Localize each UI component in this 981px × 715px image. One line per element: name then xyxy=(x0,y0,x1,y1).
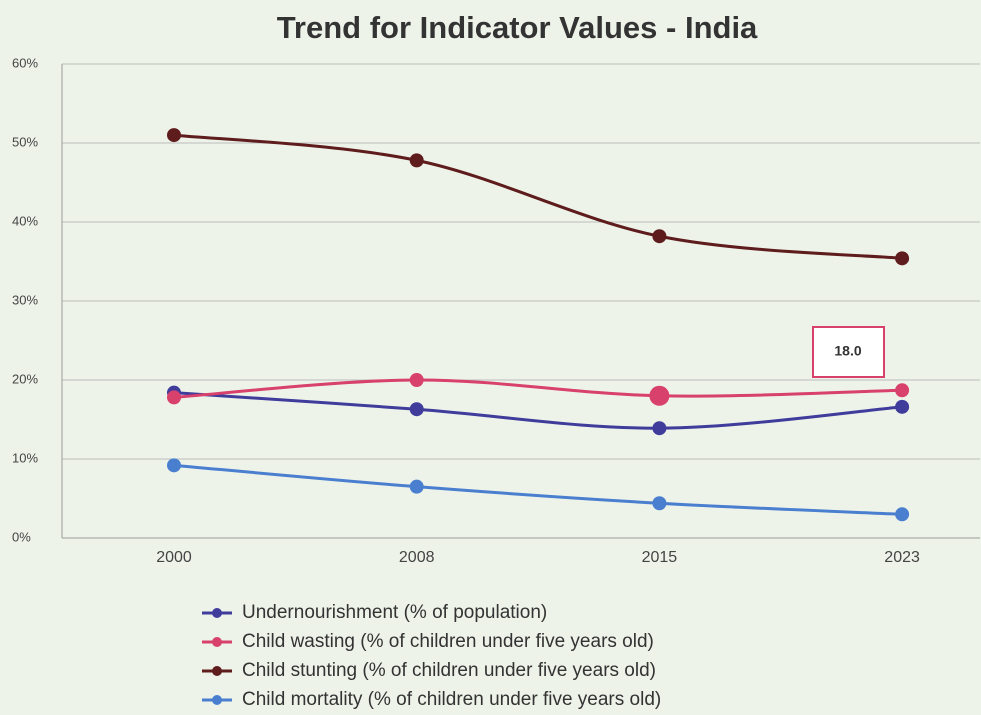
data-point xyxy=(409,402,424,417)
y-tick-label: 30% xyxy=(12,292,38,307)
data-point xyxy=(167,458,181,473)
data-point xyxy=(167,128,181,143)
y-tick-label: 60% xyxy=(12,55,38,70)
data-point xyxy=(652,421,667,436)
legend-marker xyxy=(212,695,222,705)
data-point xyxy=(167,390,181,405)
y-tick-label: 10% xyxy=(12,450,38,465)
data-point xyxy=(652,496,667,511)
tooltip-box xyxy=(812,326,885,378)
data-point xyxy=(895,507,910,522)
series-line xyxy=(173,463,903,516)
x-tick-label: 2008 xyxy=(399,549,435,566)
legend-marker xyxy=(212,608,222,618)
series-line xyxy=(173,133,903,260)
legend-label: Child wasting (% of children under five … xyxy=(242,631,654,652)
data-point xyxy=(895,251,910,266)
data-point xyxy=(649,385,670,406)
y-tick-label: 40% xyxy=(12,213,38,228)
y-tick-label: 20% xyxy=(12,371,38,386)
legend-marker xyxy=(212,637,222,647)
data-point xyxy=(895,383,910,398)
chart-title: Trend for Indicator Values - India xyxy=(277,10,758,45)
legend-label: Undernourishment (% of population) xyxy=(242,602,547,623)
data-point xyxy=(409,479,424,494)
x-tick-label: 2015 xyxy=(642,549,678,566)
data-point xyxy=(409,373,424,387)
legend-label: Child stunting (% of children under five… xyxy=(242,660,656,681)
legend-marker xyxy=(212,666,222,676)
y-tick-label: 0% xyxy=(12,529,31,544)
data-point xyxy=(409,153,424,168)
x-tick-label: 2023 xyxy=(884,549,920,566)
tooltip-label: 18.0 xyxy=(834,343,861,359)
legend-label: Child mortality (% of children under fiv… xyxy=(242,689,661,710)
y-tick-label: 50% xyxy=(12,134,38,149)
x-tick-label: 2000 xyxy=(156,549,192,566)
data-point xyxy=(652,229,667,244)
series-line xyxy=(173,378,903,399)
data-point xyxy=(895,399,910,414)
series-line xyxy=(173,391,903,430)
